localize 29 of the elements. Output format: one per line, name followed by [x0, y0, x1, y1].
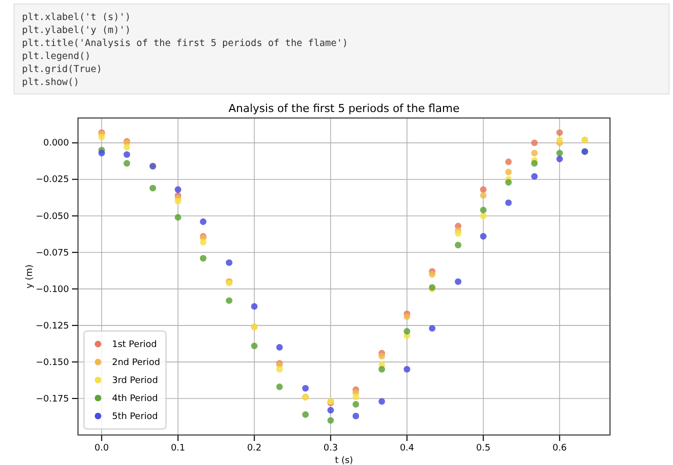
text: plt.ylabel('y (m)')	[22, 25, 131, 36]
legend-label: 1st Period	[112, 340, 157, 350]
y-axis-title: y (m)	[25, 264, 35, 288]
legend-label: 3rd Period	[112, 376, 158, 386]
text: plt.show()	[22, 77, 80, 88]
x-tick-label: 0.4	[400, 443, 414, 454]
legend-label: 4th Period	[112, 394, 158, 404]
text: plt.grid(True)	[22, 64, 102, 75]
y-tick-label: −0.175	[36, 394, 69, 404]
y-tick-label: −0.100	[36, 284, 70, 295]
y-tick-label: −0.075	[36, 248, 69, 258]
legend-label: 2nd Period	[112, 358, 160, 368]
text: plt.xlabel('t (s)')	[22, 12, 131, 23]
text: plt.title('Analysis of the first 5 periods of the flame')	[22, 38, 348, 49]
y-tick-label: 0.000	[43, 138, 70, 149]
y-tick-label: −0.025	[36, 175, 69, 186]
x-tick-label: 0.5	[476, 443, 490, 454]
x-tick-label: 0.2	[247, 443, 262, 454]
y-tick-label: −0.125	[36, 321, 69, 332]
x-tick-label: 0.1	[170, 443, 186, 454]
text: plt.legend()	[22, 51, 91, 62]
x-tick-label: 0.3	[323, 443, 338, 454]
y-tick-label: −0.050	[36, 212, 70, 222]
y-tick-label: −0.150	[36, 358, 70, 368]
x-tick-label: 0.0	[94, 443, 110, 454]
x-axis-title: t (s)	[334, 456, 354, 465]
x-tick-label: 0.6	[552, 443, 568, 454]
legend-label: 5th Period	[112, 412, 158, 422]
chart-title: Analysis of the first 5 periods of the flame	[228, 102, 460, 115]
